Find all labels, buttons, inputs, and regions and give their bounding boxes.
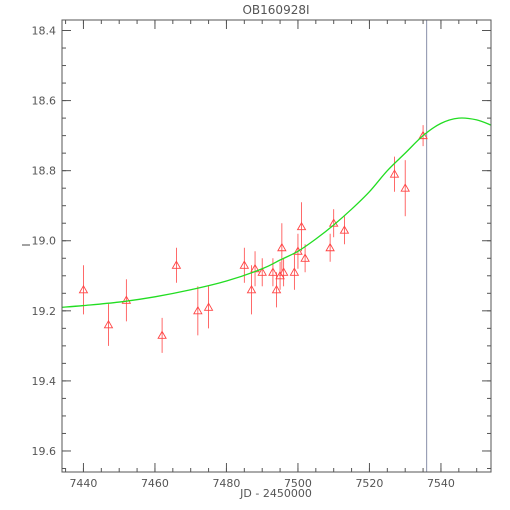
data-point [257, 267, 267, 276]
data-point [157, 330, 167, 339]
y-tick-label: 19.0 [32, 235, 57, 248]
plot-frame [61, 19, 492, 473]
data-point [203, 302, 214, 311]
model-curve [61, 117, 492, 308]
y-tick-label: 18.6 [32, 95, 57, 108]
x-tick-label: 7440 [69, 477, 97, 490]
y-tick-label: 18.8 [32, 165, 57, 178]
y-axis-title: I [20, 243, 33, 246]
y-tick-label: 18.4 [32, 25, 57, 38]
data-point [418, 130, 428, 140]
data-point [296, 221, 307, 231]
y-tick-label: 19.6 [32, 445, 57, 458]
x-tick-label: 7540 [427, 477, 455, 490]
chart-title: OB160928I [242, 3, 309, 17]
data-point [300, 253, 310, 262]
x-tick-label: 7500 [284, 477, 312, 490]
plot-area [61, 20, 492, 472]
data-point [339, 225, 350, 234]
data-point [103, 319, 114, 329]
data-point [193, 305, 203, 315]
data-point [277, 242, 287, 252]
data-point [289, 267, 300, 276]
axis-tick-labels: 7440 7460 7480 7500 7520 7540 18.4 18.6 18.8 19.0… [32, 25, 455, 490]
data-point [246, 284, 257, 294]
data-point [400, 183, 410, 192]
x-tick-label: 7480 [212, 477, 240, 490]
x-tick-label: 7460 [141, 477, 169, 490]
y-tick-label: 19.2 [32, 305, 57, 318]
data-point [121, 295, 132, 304]
x-tick-label: 7520 [355, 477, 383, 490]
data-point [278, 267, 289, 276]
data-point [268, 267, 278, 276]
data-point [78, 284, 89, 294]
data-point [239, 260, 250, 269]
y-tick-label: 19.4 [32, 375, 57, 388]
data-point [271, 284, 282, 294]
data-point [171, 260, 182, 269]
data-point [325, 242, 335, 252]
data-point [389, 169, 400, 178]
axis-ticks [62, 20, 491, 472]
x-axis-title: JD - 2450000 [239, 487, 312, 500]
